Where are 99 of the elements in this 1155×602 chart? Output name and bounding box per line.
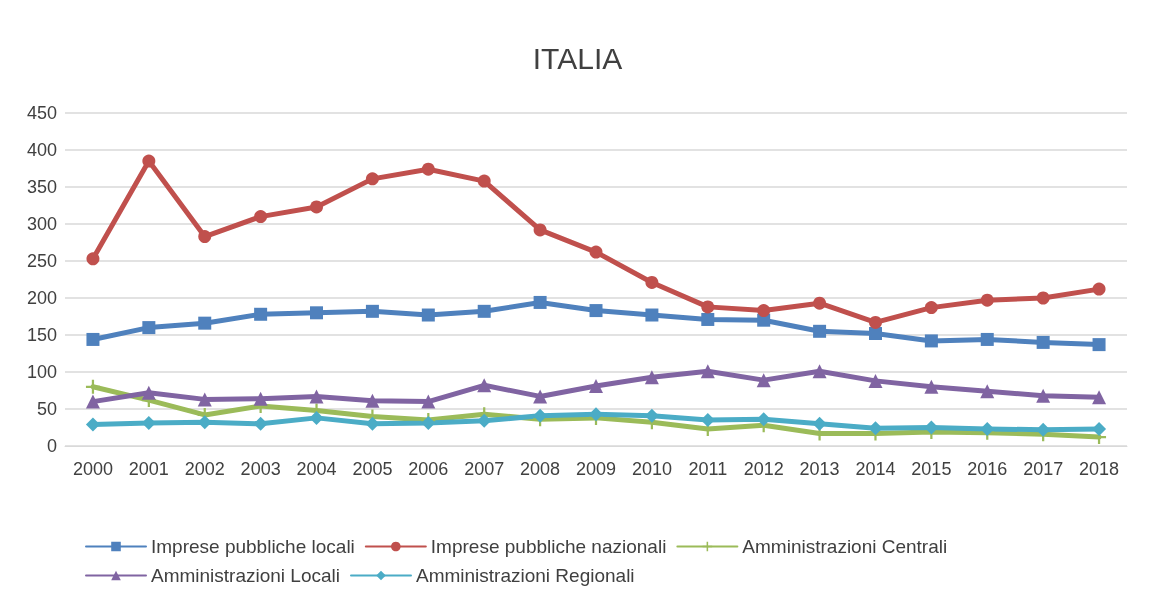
point bbox=[310, 200, 324, 214]
point bbox=[421, 162, 435, 176]
point bbox=[868, 327, 882, 341]
point bbox=[365, 416, 380, 431]
x-tick-label: 2012 bbox=[743, 459, 784, 479]
point bbox=[701, 312, 715, 326]
point bbox=[644, 370, 659, 385]
point bbox=[254, 210, 268, 224]
x-tick-label: 2016 bbox=[967, 459, 1008, 479]
x-tick-label: 2007 bbox=[464, 459, 505, 479]
point bbox=[756, 373, 771, 388]
point bbox=[533, 389, 548, 404]
point bbox=[254, 307, 268, 321]
point bbox=[924, 420, 939, 435]
x-tick-label: 2009 bbox=[575, 459, 617, 479]
x-tick-label: 2017 bbox=[1023, 459, 1064, 479]
y-tick-label: 100 bbox=[26, 362, 57, 382]
point bbox=[421, 394, 436, 409]
point bbox=[589, 245, 603, 259]
point bbox=[868, 373, 883, 388]
point bbox=[421, 308, 435, 322]
point bbox=[198, 316, 212, 330]
point bbox=[533, 223, 547, 237]
x-tick-label: 2001 bbox=[128, 459, 169, 479]
point bbox=[365, 393, 380, 408]
point bbox=[980, 293, 994, 307]
point bbox=[813, 296, 827, 310]
point bbox=[85, 394, 100, 409]
x-tick-label: 2000 bbox=[72, 459, 113, 479]
y-tick-label: 50 bbox=[36, 399, 57, 419]
point bbox=[924, 334, 938, 348]
point bbox=[980, 384, 995, 399]
point bbox=[924, 301, 938, 315]
y-tick-label: 400 bbox=[26, 140, 57, 160]
y-tick-label: 450 bbox=[26, 103, 57, 123]
y-tick-label: 350 bbox=[26, 177, 57, 197]
point bbox=[533, 295, 547, 309]
point bbox=[365, 304, 379, 318]
point bbox=[309, 389, 324, 404]
point bbox=[86, 252, 100, 266]
point bbox=[868, 421, 883, 436]
point bbox=[1092, 338, 1106, 352]
point bbox=[142, 321, 156, 335]
y-tick-label: 150 bbox=[26, 325, 57, 345]
point bbox=[309, 410, 324, 425]
point bbox=[1092, 282, 1106, 296]
point bbox=[477, 413, 492, 428]
point bbox=[924, 379, 939, 394]
legend-label: Amministrazioni Regionali bbox=[416, 565, 635, 586]
x-tick-label: 2011 bbox=[688, 459, 728, 479]
x-tick-label: 2002 bbox=[184, 459, 225, 479]
point bbox=[757, 304, 771, 318]
legend-label: Amministrazioni Centrali bbox=[742, 536, 948, 557]
point bbox=[86, 332, 100, 346]
point bbox=[142, 154, 156, 168]
x-tick-label: 2014 bbox=[855, 459, 896, 479]
legend-label: Imprese pubbliche locali bbox=[151, 536, 355, 557]
point bbox=[365, 172, 379, 186]
x-tick-label: 2005 bbox=[352, 459, 393, 479]
x-tick-label: 2008 bbox=[520, 459, 561, 479]
point bbox=[477, 304, 491, 318]
point bbox=[1092, 421, 1107, 436]
point bbox=[1036, 335, 1050, 349]
point bbox=[980, 332, 994, 346]
point bbox=[197, 392, 212, 407]
point bbox=[813, 324, 827, 338]
point bbox=[812, 364, 827, 379]
y-tick-label: 200 bbox=[26, 288, 57, 308]
point bbox=[477, 174, 491, 188]
point bbox=[645, 308, 659, 322]
x-tick-label: 2010 bbox=[631, 459, 672, 479]
chart-title: ITALIA bbox=[532, 41, 623, 75]
x-tick-label: 2013 bbox=[799, 459, 840, 479]
point bbox=[700, 364, 715, 379]
x-tick-label: 2015 bbox=[911, 459, 952, 479]
point bbox=[812, 416, 827, 431]
x-tick-label: 2006 bbox=[408, 459, 449, 479]
legend-label: Amministrazioni Locali bbox=[151, 565, 341, 586]
point bbox=[1036, 291, 1050, 305]
point bbox=[141, 385, 156, 400]
x-tick-label: 2003 bbox=[240, 459, 281, 479]
point bbox=[868, 315, 882, 329]
point bbox=[589, 304, 603, 318]
point bbox=[85, 417, 100, 432]
point bbox=[589, 379, 603, 394]
point bbox=[198, 230, 212, 244]
point bbox=[645, 275, 659, 289]
point bbox=[1092, 390, 1107, 405]
legend-label: Imprese pubbliche nazionali bbox=[430, 536, 667, 557]
x-tick-label: 2004 bbox=[296, 459, 337, 479]
point bbox=[310, 306, 324, 320]
y-tick-label: 0 bbox=[46, 436, 57, 456]
point bbox=[1036, 388, 1051, 403]
y-tick-label: 300 bbox=[26, 214, 57, 234]
point bbox=[253, 391, 268, 406]
x-tick-label: 2018 bbox=[1079, 459, 1120, 479]
point bbox=[477, 378, 492, 393]
y-tick-label: 250 bbox=[26, 251, 57, 271]
point bbox=[701, 300, 715, 314]
